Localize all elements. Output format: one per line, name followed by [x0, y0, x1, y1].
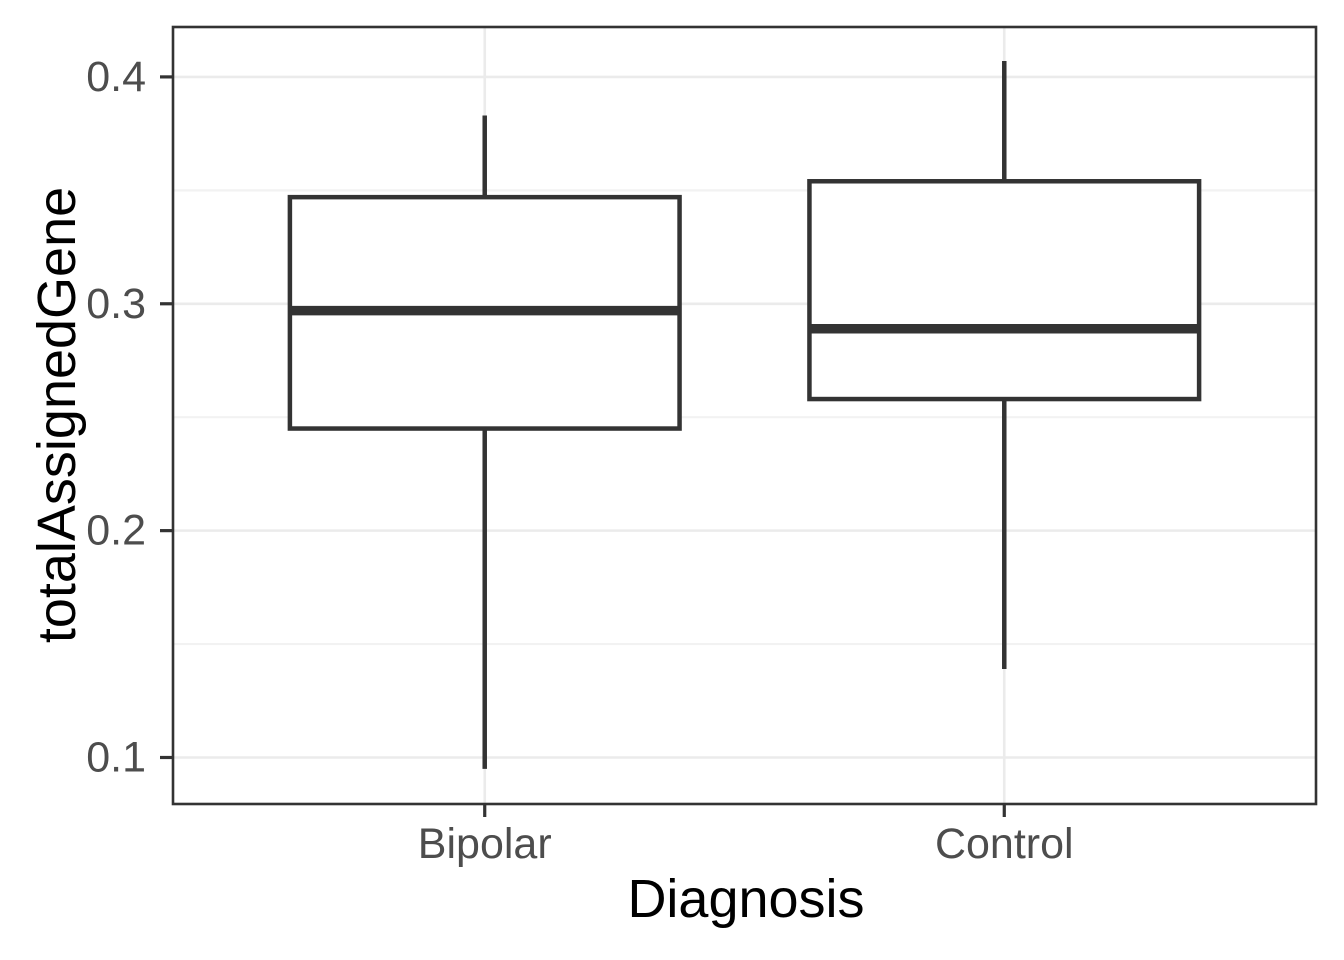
x-tick-label-control: Control — [935, 820, 1074, 868]
panel-border — [171, 25, 1318, 806]
x-axis-title: Diagnosis — [627, 869, 865, 929]
box-control — [807, 179, 1202, 402]
y-tick-label-0.2: 0.2 — [86, 507, 146, 555]
y-axis-title: totalAssignedGene — [27, 186, 87, 644]
y-tick-label-0.1: 0.1 — [86, 733, 146, 781]
x-tick-label-bipolar: Bipolar — [418, 820, 552, 868]
y-tick-label-0.4: 0.4 — [86, 53, 146, 101]
y-tick-label-0.3: 0.3 — [86, 280, 146, 328]
